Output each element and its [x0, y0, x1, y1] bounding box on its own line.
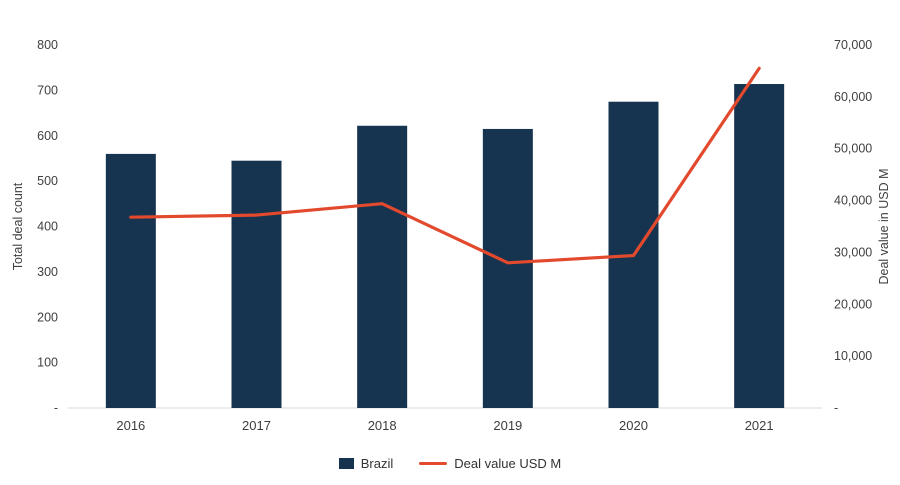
- right-axis-tick: 70,000: [834, 38, 872, 52]
- x-axis-label: 2019: [493, 418, 522, 433]
- legend-item-brazil: Brazil: [338, 455, 394, 471]
- left-axis-tick: 600: [37, 129, 58, 143]
- bar-2017: [231, 160, 282, 408]
- x-axis-label: 2017: [242, 418, 271, 433]
- right-axis-tick: 30,000: [834, 245, 872, 259]
- left-axis-title: Total deal count: [11, 182, 25, 270]
- bar-2018: [357, 125, 408, 408]
- right-axis-tick: 60,000: [834, 90, 872, 104]
- right-axis-tick: 10,000: [834, 349, 872, 363]
- chart-legend: Brazil Deal value USD M: [0, 445, 900, 481]
- left-axis-tick: -: [54, 401, 58, 415]
- legend-label-brazil: Brazil: [360, 455, 394, 471]
- chart-svg: - 100 200 300 400 500 600 700 800 - 10,000 20,000 30…: [11, 38, 891, 433]
- left-axis-tick: 800: [37, 38, 58, 52]
- left-axis-tick: 500: [37, 174, 58, 188]
- left-axis-tick: 700: [37, 83, 58, 97]
- left-axis-tick: 200: [37, 310, 58, 324]
- left-axis-tick: 400: [37, 220, 58, 234]
- bar-2021: [734, 84, 785, 409]
- left-axis-tick: 300: [37, 265, 58, 279]
- bar-2016: [105, 153, 156, 408]
- x-axis-label: 2021: [745, 418, 774, 433]
- x-axis-label: 2020: [619, 418, 648, 433]
- left-axis-tick: 100: [37, 356, 58, 370]
- line-swatch-icon: [419, 461, 448, 465]
- bar-swatch-icon: [338, 457, 354, 469]
- right-axis-tick: 50,000: [834, 142, 872, 156]
- x-axis-label: 2018: [368, 418, 397, 433]
- legend-item-deal-value: Deal value USD M: [419, 456, 561, 471]
- bar-2019: [482, 128, 533, 408]
- x-axis-label: 2016: [116, 418, 145, 433]
- right-axis-tick: 20,000: [834, 297, 872, 311]
- right-axis-title: Deal value in USD M: [877, 168, 891, 284]
- legend-label-deal-value: Deal value USD M: [454, 455, 562, 471]
- deal-value-line: [129, 66, 761, 265]
- right-axis-tick: 40,000: [834, 194, 872, 208]
- right-axis-tick: -: [834, 401, 838, 415]
